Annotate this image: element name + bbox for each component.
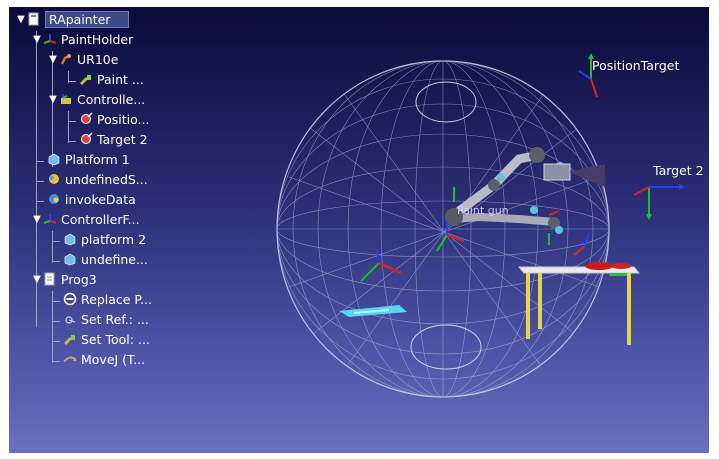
tree-item-label: Controlle... [77,91,146,107]
tree-item-controllerf[interactable]: ▼ ControllerF... [31,209,140,229]
axes-frame-left [360,248,402,282]
tree-item-label: platform 2 [81,231,147,247]
tree-item-movej[interactable]: MoveJ (T... [63,349,145,369]
tree-item-undefined-s[interactable]: undefinedS... [47,169,148,189]
tree-item-paintholder[interactable]: ▼ PaintHolder [31,29,133,49]
tree-item-platform-1[interactable]: Platform 1 [47,149,130,169]
station-icon [28,12,39,26]
expand-arrow-icon[interactable]: ▼ [33,273,41,285]
tree-item-label: Target 2 [97,131,148,147]
tree-item-position-target[interactable]: Positio... [79,109,149,129]
tree-item-label: Prog3 [61,271,97,287]
target-icon [81,112,93,124]
instruction-icon [63,292,77,306]
tree-item-label: invokeData [65,191,136,207]
robot-arm[interactable] [445,147,605,234]
tree-item-replace[interactable]: Replace P... [63,289,152,309]
script-icon [49,194,59,204]
tree-item-label: Set Ref.: ... [81,311,149,327]
controller-icon [61,94,71,104]
tree-item-label: RApainter [45,10,130,28]
tree-item-prog3[interactable]: ▼ Prog3 [31,269,97,289]
frame-icon [43,214,57,224]
tree-item-ur10e[interactable]: ▼ UR10e [47,49,118,69]
axes-position-target[interactable] [578,53,598,98]
expand-arrow-icon[interactable]: ▼ [17,13,25,25]
tree-item-label: undefinedS... [65,171,148,187]
tree-item-label: Replace P... [81,291,152,307]
tree-item-controller[interactable]: ▼ Controlle... [47,89,145,109]
tree-item-rapainter[interactable]: ▼ RApainter [15,9,130,29]
station-tree: ▼ RApainter ▼ PaintHolder ▼ UR10e Paint … [9,7,169,387]
paint-highlight [353,309,390,314]
object-icon [64,253,76,266]
tree-item-invokedata[interactable]: invokeData [47,189,136,209]
program-icon [44,272,55,286]
axes-frame-center [436,187,590,256]
expand-arrow-icon[interactable]: ▼ [33,33,41,45]
tree-item-set-ref[interactable]: Set Ref.: ... [63,309,149,329]
wireframe-sphere [276,60,610,398]
platform[interactable] [517,262,641,345]
tree-item-label: Paint ... [97,71,144,87]
target2-label: Target 2 [653,163,704,178]
scene-3d[interactable] [9,7,709,453]
move-icon [63,356,77,363]
tree-item-label: Positio... [97,111,150,127]
object-icon [49,174,59,184]
tree-item-platform-2[interactable]: platform 2 [63,229,146,249]
frame-icon [43,34,57,44]
tree-item-set-tool[interactable]: Set Tool: ... [63,329,150,349]
tree-item-label: UR10e [77,51,119,67]
tree-item-undefine[interactable]: undefine... [63,249,148,269]
tree-item-target-2[interactable]: Target 2 [79,129,148,149]
tree-item-label: PaintHolder [61,31,134,47]
3d-viewport[interactable]: PositionTarget Target 2 Paint gun ▼ RApa… [9,7,709,453]
object-icon [64,233,76,246]
position-target-label: PositionTarget [592,58,680,73]
robot-icon [60,54,71,65]
axes-target2[interactable] [633,184,685,220]
tool-icon [79,75,91,86]
expand-arrow-icon[interactable]: ▼ [49,93,57,105]
instruction-icon [65,316,76,324]
tree-item-label: Platform 1 [65,151,130,167]
expand-arrow-icon[interactable]: ▼ [49,53,57,65]
tree-item-label: ControllerF... [61,211,140,227]
instruction-icon [63,335,75,346]
object-icon [48,153,60,166]
target-icon [81,132,93,144]
tree-item-paint-tool[interactable]: Paint ... [79,69,144,89]
paint-gun-label: Paint gun [457,204,509,217]
tree-item-label: MoveJ (T... [81,351,146,367]
tree-item-label: Set Tool: ... [81,331,150,347]
tree-item-label: undefine... [81,251,148,267]
expand-arrow-icon[interactable]: ▼ [33,213,41,225]
